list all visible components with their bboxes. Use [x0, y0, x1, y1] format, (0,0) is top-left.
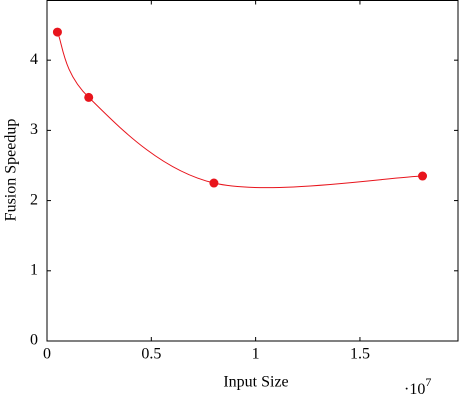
y-tick-label: 4	[30, 51, 38, 68]
point	[84, 92, 94, 102]
x-multiplier: ·107	[404, 375, 431, 398]
point	[52, 27, 62, 37]
y-axis-label: Fusion Speedup	[3, 119, 20, 222]
y-tick-label: 2	[30, 191, 38, 208]
x-tick-label: 0.5	[141, 346, 161, 363]
x-tick-label: 1	[252, 346, 260, 363]
y-tick-label: 1	[30, 261, 38, 278]
x-tick-label: 1.5	[350, 346, 370, 363]
x-axis-label: Input Size	[223, 374, 288, 391]
y-tick-label: 0	[30, 332, 38, 349]
plot-frame	[46, 0, 459, 342]
line	[56, 31, 423, 189]
x-multiplier-exponent: 7	[425, 375, 431, 389]
x-tick-label: 0	[43, 346, 51, 363]
point	[418, 171, 428, 181]
y-tick-label: 3	[30, 121, 38, 138]
x-multiplier-base: ·10	[404, 381, 425, 398]
point	[209, 178, 219, 188]
